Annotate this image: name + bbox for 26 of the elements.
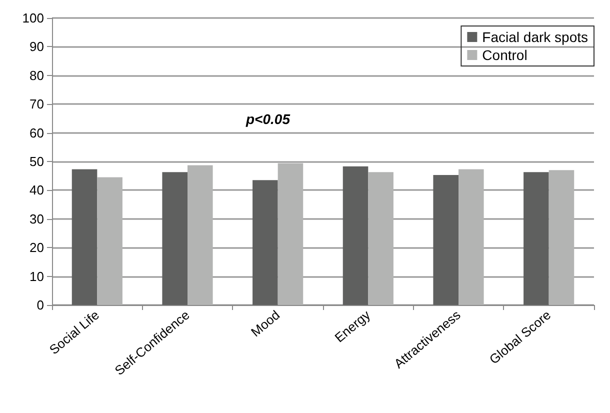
y-tick-label: 70 — [30, 96, 44, 112]
y-tick-label: 30 — [30, 211, 44, 226]
bar — [97, 177, 122, 305]
bar — [162, 172, 188, 305]
bar — [524, 172, 549, 305]
legend-label: Facial dark spots — [482, 29, 588, 45]
y-tick-label: 50 — [30, 154, 44, 169]
y-tick-label: 20 — [30, 240, 44, 256]
bar — [368, 172, 394, 305]
y-tick-label: 80 — [30, 68, 44, 83]
legend-label: Control — [482, 47, 528, 63]
bar — [342, 166, 368, 305]
bar — [252, 180, 278, 305]
y-tick-label: 0 — [36, 298, 44, 312]
y-tick-label: 10 — [30, 268, 44, 284]
y-tick-label: 90 — [30, 39, 44, 54]
bar — [548, 170, 574, 305]
y-tick-label: 40 — [30, 182, 44, 198]
y-tick-label: 100 — [22, 10, 44, 26]
bar — [433, 174, 458, 305]
bar — [188, 165, 213, 305]
y-tick-label: 60 — [30, 125, 44, 140]
bar — [458, 169, 484, 305]
bar — [278, 163, 304, 305]
bar — [72, 169, 98, 305]
annotation: p<0.05 — [245, 111, 290, 127]
